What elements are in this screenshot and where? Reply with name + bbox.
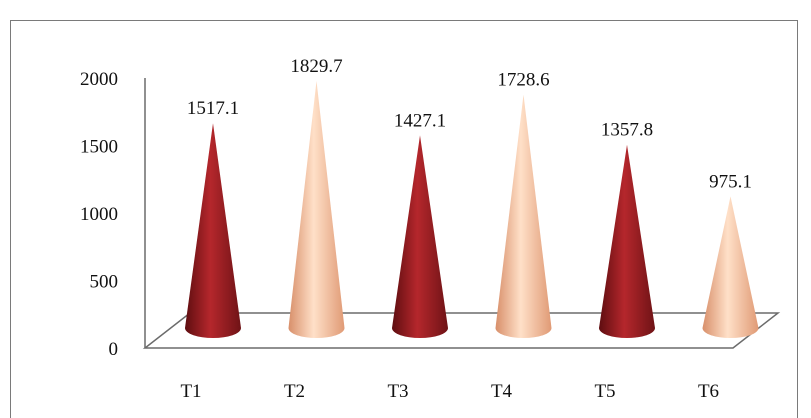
x-category-label: T6 <box>698 381 719 402</box>
cone-mark <box>495 94 552 338</box>
cone-t4 <box>495 94 552 338</box>
data-label: 1829.7 <box>290 56 342 77</box>
data-label: 1357.8 <box>601 120 653 141</box>
x-category-label: T4 <box>491 381 513 402</box>
y-axis-ticks: 0 500 1000 1500 2000 <box>80 69 118 360</box>
chart-frame <box>10 20 798 418</box>
cone-mark <box>599 144 655 338</box>
cone-mark <box>288 80 345 338</box>
x-category-label: T5 <box>594 381 615 402</box>
cone-t2 <box>288 80 345 338</box>
data-label: 1728.6 <box>497 70 549 91</box>
cone-t6 <box>702 196 759 338</box>
y-tick-label: 2000 <box>80 69 118 90</box>
cone-mark <box>185 123 241 338</box>
chart-floor <box>142 78 781 349</box>
data-label: 975.1 <box>709 171 752 192</box>
cone-t5 <box>599 144 655 338</box>
cone-t3 <box>392 135 448 338</box>
y-tick-label: 500 <box>90 272 119 293</box>
cone-mark <box>392 135 448 338</box>
y-tick-label: 0 <box>109 339 119 360</box>
x-category-label: T3 <box>387 381 408 402</box>
data-labels: 1517.1 1829.7 1427.1 1728.6 1357.8 975.1 <box>187 56 752 192</box>
data-label: 1427.1 <box>394 110 446 131</box>
cone-mark <box>702 196 759 338</box>
cone-series <box>185 80 759 338</box>
x-axis-categories: T1 T2 T3 T4 T5 T6 <box>180 381 719 402</box>
x-category-label: T1 <box>180 381 201 402</box>
x-category-label: T2 <box>284 381 305 402</box>
data-label: 1517.1 <box>187 98 239 119</box>
y-tick-label: 1500 <box>80 137 118 158</box>
y-tick-label: 1000 <box>80 204 118 225</box>
cone-t1 <box>185 123 241 338</box>
